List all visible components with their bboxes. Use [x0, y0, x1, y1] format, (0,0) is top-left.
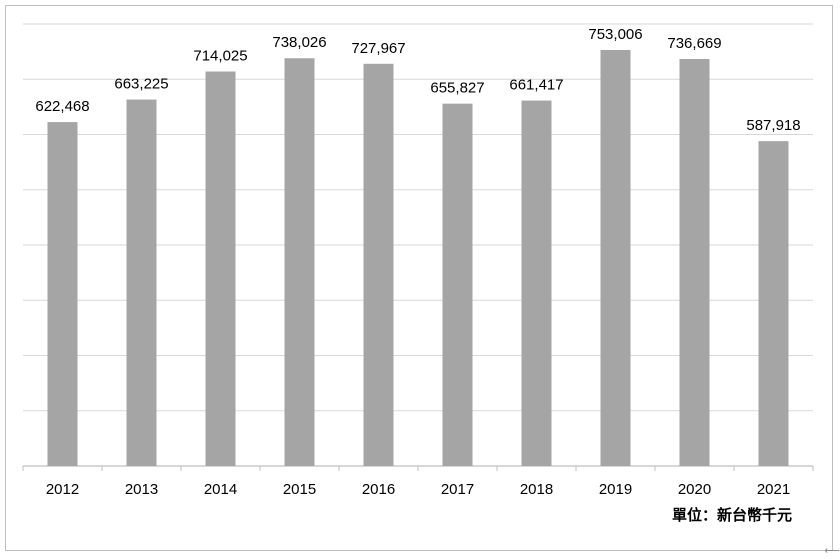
bar-2012: [47, 122, 78, 467]
x-axis: 2012 2013 2014 2015 2016 2017 2018 2019 2020 2021: [22, 466, 814, 498]
bar-2016: [363, 63, 394, 467]
data-label-2021: 587,918: [746, 117, 800, 134]
bars: [47, 49, 789, 467]
data-label-2018: 661,417: [509, 77, 563, 94]
bar-2018: [521, 100, 552, 466]
bar-2013: [126, 99, 157, 467]
bar-2015: [284, 58, 315, 467]
resize-corner-icon: ⟵: [824, 544, 840, 557]
x-tick-label-2019: 2019: [599, 481, 632, 498]
bar-2019: [600, 49, 631, 467]
x-tick-label-2018: 2018: [520, 481, 553, 498]
x-tick-label-2014: 2014: [204, 481, 237, 498]
bar-2017: [442, 103, 473, 466]
unit-label: 單位：新台幣千元: [671, 506, 792, 524]
x-tick-label-2020: 2020: [678, 481, 711, 498]
x-tick-label-2016: 2016: [362, 481, 395, 498]
data-label-2012: 622,468: [35, 98, 89, 115]
bar-2021: [758, 141, 789, 467]
bar-2020: [679, 58, 710, 466]
x-tick-label-2012: 2012: [46, 481, 79, 498]
data-label-2014: 714,025: [193, 48, 247, 65]
bar-2014: [205, 71, 236, 466]
x-tick-label-2017: 2017: [441, 481, 474, 498]
x-tick-label-2013: 2013: [125, 481, 158, 498]
x-tick-label-2021: 2021: [757, 481, 790, 498]
data-labels: 622,468 663,225 714,025 738,026 727,967 655,8…: [35, 26, 800, 134]
data-label-2017: 655,827: [430, 80, 484, 97]
data-label-2020: 736,669: [667, 35, 721, 52]
x-tick-label-2015: 2015: [283, 481, 316, 498]
data-label-2015: 738,026: [272, 34, 326, 51]
data-label-2016: 727,967: [351, 40, 405, 57]
data-label-2013: 663,225: [114, 76, 168, 93]
data-label-2019: 753,006: [588, 26, 642, 43]
